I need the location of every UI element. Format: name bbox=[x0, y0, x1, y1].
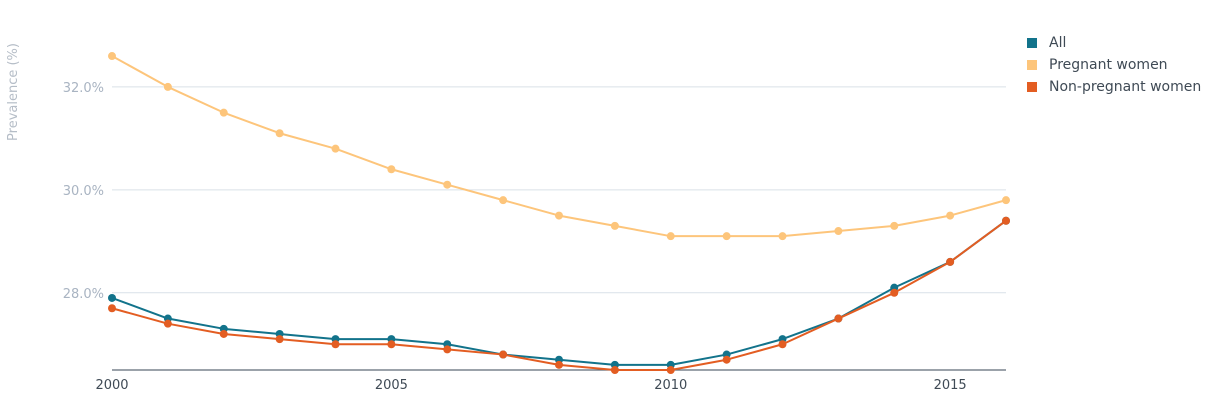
data-point-non-pregnant-women[interactable] bbox=[108, 304, 116, 313]
data-point-pregnant-women[interactable] bbox=[331, 144, 340, 153]
series-line-pregnant-women bbox=[111, 55, 1007, 238]
x-tick-label: 2000 bbox=[95, 378, 128, 393]
data-point-non-pregnant-women[interactable] bbox=[666, 366, 675, 374]
series-line-non-pregnant-women bbox=[111, 219, 1007, 371]
legend-swatch-non-pregnant-women bbox=[1027, 82, 1037, 92]
data-point-pregnant-women[interactable] bbox=[108, 52, 116, 61]
legend-swatch-pregnant-women bbox=[1027, 60, 1037, 70]
data-point-non-pregnant-women[interactable] bbox=[834, 314, 843, 323]
data-point-non-pregnant-women[interactable] bbox=[946, 257, 955, 266]
x-tick-label: 2010 bbox=[654, 378, 687, 393]
series-non-pregnant-women bbox=[108, 216, 1010, 374]
legend-label-pregnant-women: Pregnant women bbox=[1049, 57, 1168, 73]
data-point-non-pregnant-women[interactable] bbox=[331, 340, 340, 349]
data-point-pregnant-women[interactable] bbox=[219, 108, 228, 117]
data-point-pregnant-women[interactable] bbox=[275, 129, 284, 138]
data-point-pregnant-women[interactable] bbox=[778, 232, 787, 241]
x-tick-label: 2005 bbox=[375, 378, 408, 393]
data-point-non-pregnant-women[interactable] bbox=[555, 360, 563, 369]
legend-item-pregnant-women[interactable]: Pregnant women bbox=[1027, 54, 1201, 76]
legend-item-all[interactable]: All bbox=[1027, 32, 1201, 54]
data-point-non-pregnant-women[interactable] bbox=[219, 329, 228, 338]
data-point-non-pregnant-women[interactable] bbox=[443, 345, 452, 354]
data-point-pregnant-women[interactable] bbox=[834, 227, 843, 236]
legend-swatch-all bbox=[1027, 38, 1037, 48]
y-tick-label: 32.0% bbox=[63, 81, 104, 96]
legend-label-non-pregnant-women: Non-pregnant women bbox=[1049, 79, 1202, 95]
series-pregnant-women bbox=[108, 52, 1010, 241]
data-point-non-pregnant-women[interactable] bbox=[163, 319, 172, 328]
data-point-pregnant-women[interactable] bbox=[163, 82, 172, 91]
y-tick-labels: 28.0% 30.0% 32.0% bbox=[63, 81, 104, 302]
data-point-non-pregnant-women[interactable] bbox=[610, 366, 619, 374]
gridlines bbox=[112, 86, 1006, 294]
series-group bbox=[108, 52, 1010, 374]
legend: All Pregnant women Non-pregnant women bbox=[1027, 32, 1201, 98]
data-point-pregnant-women[interactable] bbox=[555, 211, 563, 220]
legend-label-all: All bbox=[1049, 35, 1067, 51]
data-point-non-pregnant-women[interactable] bbox=[722, 355, 731, 364]
legend-item-non-pregnant-women[interactable]: Non-pregnant women bbox=[1027, 76, 1201, 98]
data-point-non-pregnant-women[interactable] bbox=[778, 340, 787, 349]
x-tick-label: 2015 bbox=[934, 378, 967, 393]
y-axis-label: Prevalence (%) bbox=[6, 43, 21, 141]
data-point-pregnant-women[interactable] bbox=[443, 180, 452, 189]
data-point-pregnant-women[interactable] bbox=[890, 221, 899, 230]
data-point-non-pregnant-women[interactable] bbox=[499, 350, 508, 359]
data-point-pregnant-women[interactable] bbox=[499, 196, 508, 205]
data-point-pregnant-women[interactable] bbox=[666, 232, 675, 241]
data-point-pregnant-women[interactable] bbox=[387, 165, 396, 174]
x-tick-labels: 2000 2005 2010 2015 bbox=[95, 378, 966, 393]
data-point-all[interactable] bbox=[108, 293, 116, 302]
data-point-pregnant-women[interactable] bbox=[1002, 196, 1010, 205]
data-point-pregnant-women[interactable] bbox=[722, 232, 731, 241]
data-point-non-pregnant-women[interactable] bbox=[1002, 216, 1010, 225]
data-point-non-pregnant-women[interactable] bbox=[387, 340, 396, 349]
data-point-pregnant-women[interactable] bbox=[946, 211, 955, 220]
y-tick-label: 28.0% bbox=[63, 287, 104, 302]
y-tick-label: 30.0% bbox=[63, 184, 104, 199]
data-point-non-pregnant-women[interactable] bbox=[275, 335, 284, 344]
data-point-non-pregnant-women[interactable] bbox=[890, 288, 899, 297]
data-point-pregnant-women[interactable] bbox=[610, 221, 619, 230]
